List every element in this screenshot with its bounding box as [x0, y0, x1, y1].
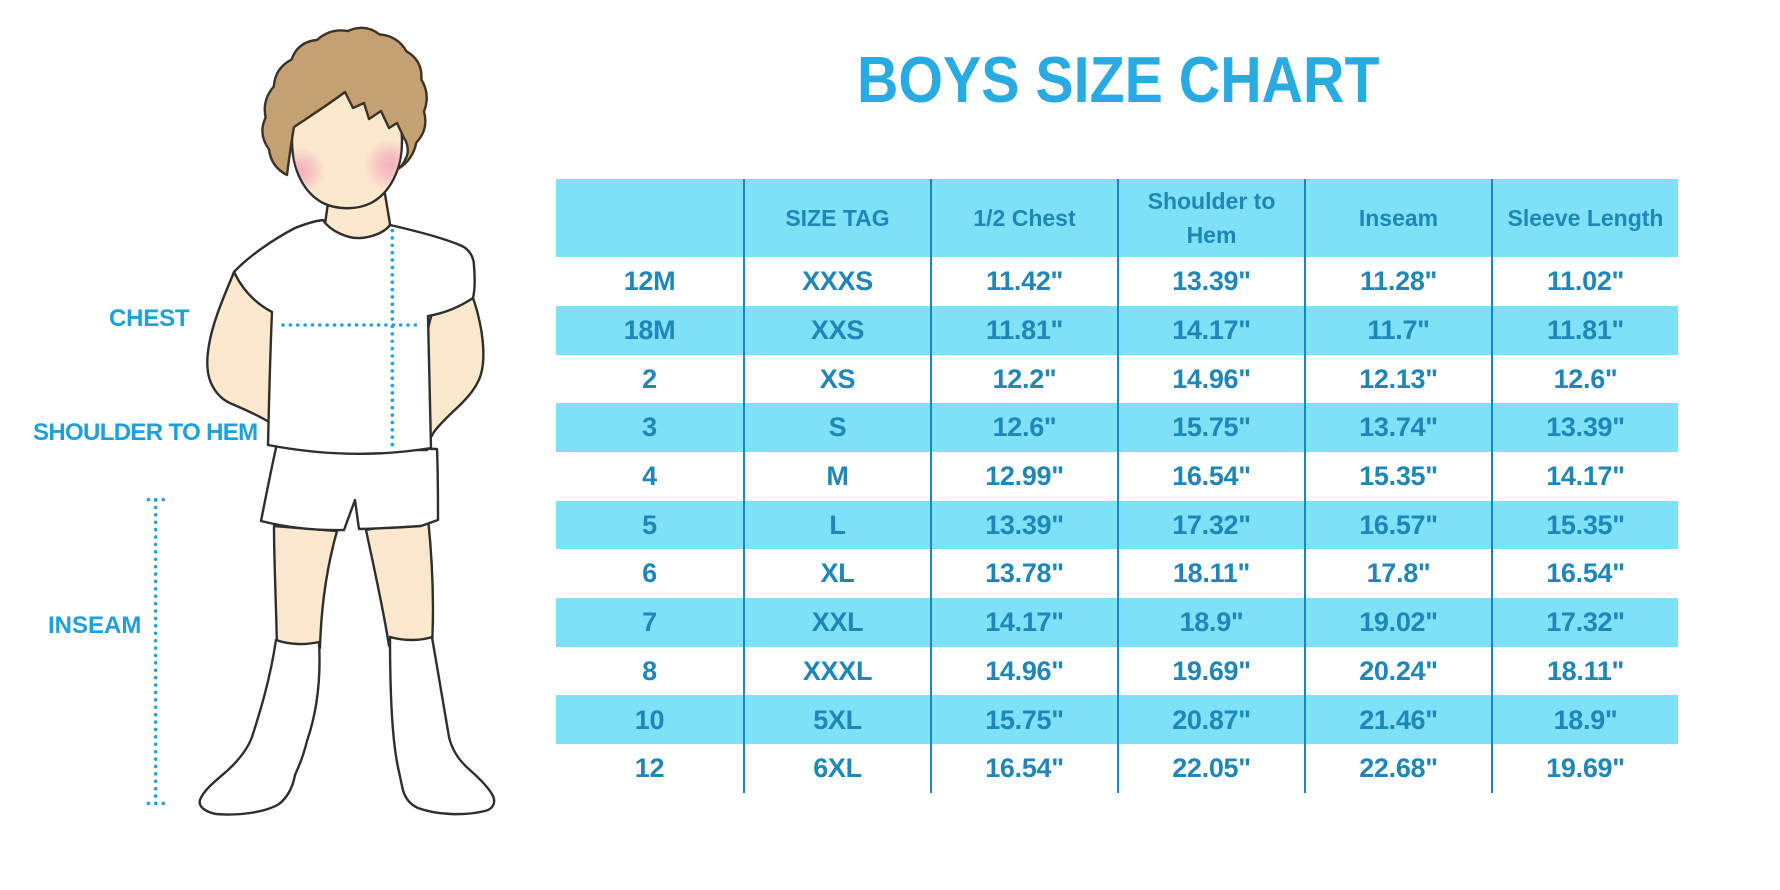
row-size-label: 7 [556, 598, 743, 647]
boy-hair [261, 26, 428, 177]
measurement-lines [146, 228, 423, 806]
boy-left-sock [198, 638, 321, 816]
table-cell: 20.24" [1304, 646, 1491, 696]
table-cell: 15.75" [1117, 403, 1304, 452]
row-size-label: 18M [556, 305, 743, 355]
table-cell: XXL [743, 598, 930, 647]
table-cell: 11.02" [1491, 257, 1678, 306]
chest-label: CHEST [109, 305, 190, 332]
table-cell: 15.35" [1491, 500, 1678, 550]
boy-blush-left [293, 147, 325, 195]
page-title: BOYS SIZE CHART [857, 44, 1380, 116]
table-cell: 19.69" [1117, 646, 1304, 696]
column-header: Sleeve Length [1491, 178, 1678, 258]
table-cell: 16.54" [1117, 451, 1304, 501]
table-cell: XXXL [743, 646, 930, 696]
table-cell: 16.54" [1491, 549, 1678, 598]
table-cell: 19.69" [1491, 744, 1678, 793]
row-size-label: 12M [623, 266, 676, 297]
table-cell: 18.11" [1117, 549, 1304, 598]
table-cell: 14.17" [1117, 305, 1304, 355]
table-cell: 12.6" [1491, 354, 1678, 404]
row-size-label: 2 [642, 363, 657, 394]
table-cell: L [743, 500, 930, 550]
row-size-label: 3 [556, 403, 743, 452]
table-cell: 13.39" [1491, 403, 1678, 452]
table-cell: 14.17" [1491, 451, 1678, 501]
inseam-label: INSEAM [48, 612, 142, 639]
row-size-label: 12 [634, 753, 665, 784]
column-header [556, 178, 743, 258]
table-cell: 20.87" [1117, 695, 1304, 745]
table-cell: 11.81" [1491, 305, 1678, 355]
table-cell: 13.39" [1117, 257, 1304, 306]
table-cell: 17.32" [1491, 598, 1678, 647]
table-cell: 18.9" [1117, 598, 1304, 647]
table-cell: 21.46" [1304, 695, 1491, 745]
boy-shorts [259, 444, 440, 532]
row-size-label: 6 [642, 558, 657, 589]
boy-figure [198, 26, 496, 816]
column-header: SIZE TAG [743, 178, 930, 258]
table-cell: 17.32" [1117, 500, 1304, 550]
table-cell: 14.96" [1117, 354, 1304, 404]
table-cell: 11.28" [1304, 257, 1491, 306]
table-cell: XS [743, 354, 930, 404]
table-cell: 13.78" [930, 549, 1117, 598]
table-cell: 18.9" [1491, 695, 1678, 745]
table-cell: XL [743, 549, 930, 598]
table-cell: S [743, 403, 930, 452]
boy-figure-illustration [146, 26, 496, 816]
column-header: Inseam [1304, 178, 1491, 258]
table-cell: 22.05" [1117, 744, 1304, 793]
column-header: Shoulder to Hem [1117, 178, 1304, 258]
column-header: 1/2 Chest [930, 178, 1117, 258]
table-cell: 12.2" [930, 354, 1117, 404]
table-cell: XXXS [743, 257, 930, 306]
table-cell: 22.68" [1304, 744, 1491, 793]
boy-right-leg [364, 516, 435, 648]
table-cell: 15.35" [1304, 451, 1491, 501]
table-cell: 13.39" [930, 500, 1117, 550]
table-cell: 11.81" [930, 305, 1117, 355]
boy-blush-right [364, 139, 401, 191]
row-size-label: 8 [642, 655, 657, 686]
table-cell: 14.96" [930, 646, 1117, 696]
table-cell: 12.99" [930, 451, 1117, 501]
table-cell: 16.57" [1304, 500, 1491, 550]
table-cell: 11.42" [930, 257, 1117, 306]
row-size-label: 10 [556, 695, 743, 745]
table-cell: 13.74" [1304, 403, 1491, 452]
row-size-label: 4 [642, 461, 657, 492]
table-cell: 15.75" [930, 695, 1117, 745]
table-cell: XXS [743, 305, 930, 355]
boy-left-leg [272, 524, 339, 650]
table-cell: 18.11" [1491, 646, 1678, 696]
table-cell: 11.7" [1304, 305, 1491, 355]
table-cell: 5XL [743, 695, 930, 745]
table-cell: 12.13" [1304, 354, 1491, 404]
table-cell: 6XL [743, 744, 930, 793]
table-cell: 12.6" [930, 403, 1117, 452]
table-cell: 17.8" [1304, 549, 1491, 598]
boy-right-sock [388, 635, 496, 816]
size-chart-table: SIZE TAG 1/2 Chest Shoulder to Hem Inseam Sl… [556, 178, 1678, 793]
table-cell: M [743, 451, 930, 501]
table-cell: 14.17" [930, 598, 1117, 647]
row-size-label: 5 [556, 500, 743, 550]
table-cell: 16.54" [930, 744, 1117, 793]
boy-tshirt [232, 218, 476, 456]
shoulder-to-hem-label: SHOULDER TO HEM [33, 419, 258, 446]
table-cell: 19.02" [1304, 598, 1491, 647]
